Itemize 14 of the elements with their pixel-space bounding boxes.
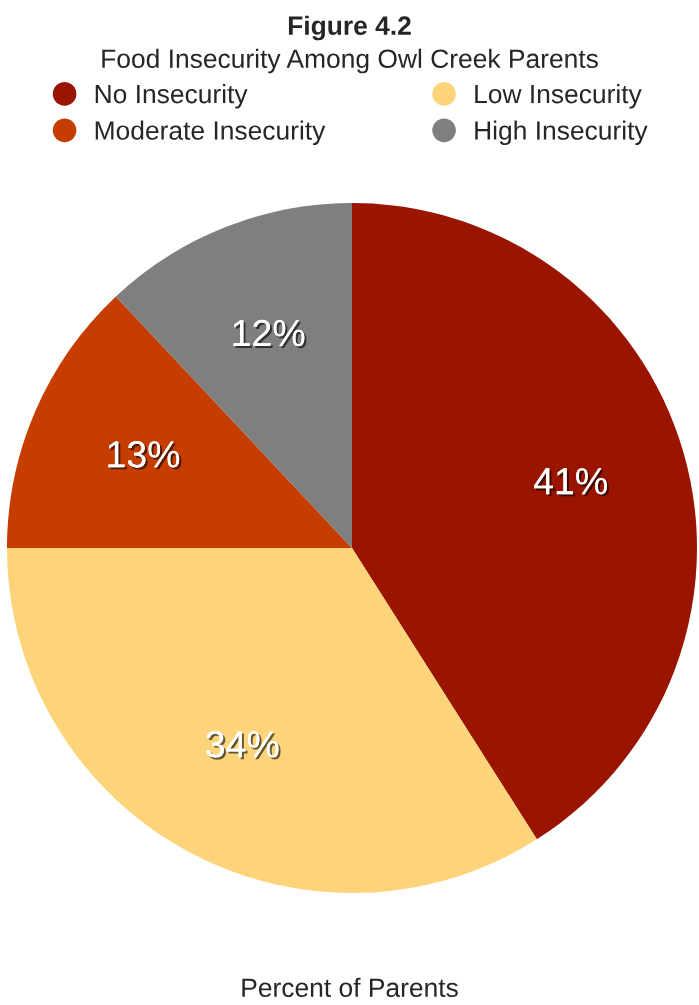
chart-subtitle: Food Insecurity Among Owl Creek Parents — [102, 48, 598, 74]
data-label: 34% — [206, 731, 281, 760]
legend-label: No Insecurity — [95, 84, 248, 109]
pie-slice — [352, 203, 697, 840]
legend-label: Low Insecurity — [475, 84, 642, 109]
legend-label: Moderate Insecurity — [95, 120, 326, 146]
data-label: 41% — [533, 468, 609, 497]
text: Percent of Parents — [242, 977, 458, 998]
pie-slice — [7, 548, 537, 893]
data-label: 13% — [108, 441, 182, 470]
data-label: 12% — [233, 319, 307, 349]
legend-label: High Insecurity — [475, 120, 648, 146]
chart-title: Figure 4.2 — [288, 15, 411, 41]
pie-slice — [7, 296, 352, 548]
